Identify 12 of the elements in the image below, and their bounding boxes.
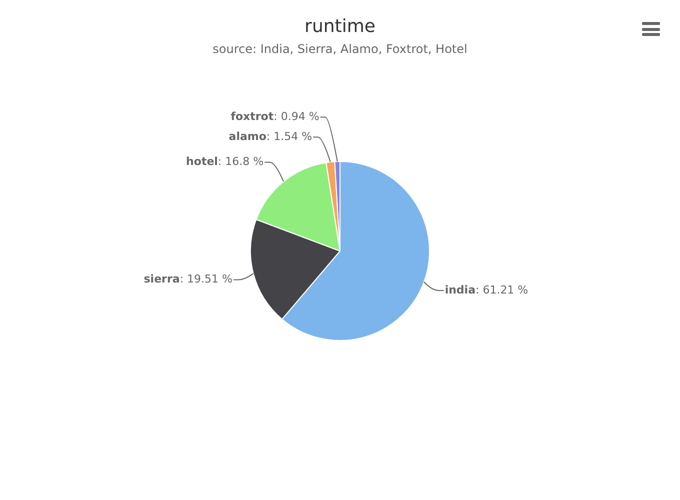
slice-label: hotel <box>186 155 218 168</box>
chart-subtitle: source: India, Sierra, Alamo, Foxtrot, Hotel <box>212 42 468 56</box>
data-label: : 0.94 % <box>274 110 320 124</box>
data-label: : 19.51 % <box>180 272 232 286</box>
slice-label: sierra <box>144 272 180 286</box>
chart-title: runtime <box>304 16 376 37</box>
slice-label: alamo <box>228 130 267 144</box>
data-label: : 1.54 % <box>266 130 312 144</box>
data-label: : 16.8 % <box>218 155 264 168</box>
data-label: : 61.21 % <box>475 283 528 296</box>
slice-label: india <box>444 283 476 296</box>
slice-label: foxtrot <box>230 110 274 124</box>
